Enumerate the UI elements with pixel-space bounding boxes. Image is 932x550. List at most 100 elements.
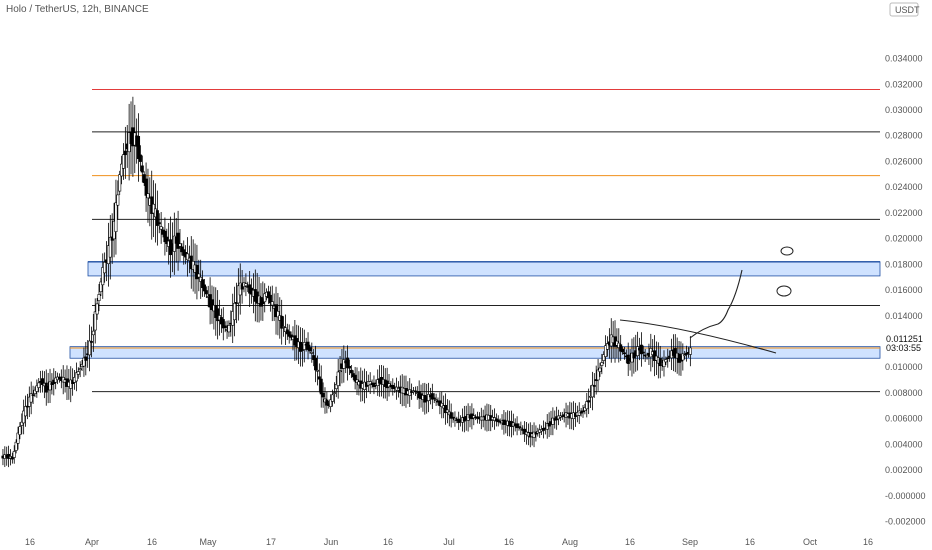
candle-body [621,348,625,353]
candle-body [685,352,689,355]
candle-body [142,174,146,184]
candle-body [20,421,24,426]
candle-body [137,136,141,160]
candle-body [118,174,122,192]
time-axis[interactable]: 16 Apr 16 May 17 Jun 16 Jul 16 Aug 16 Sep 16 Oct 16 [25,537,873,547]
candle-body [29,393,33,403]
currency-badge-label: USDT [895,5,920,15]
candle-body [16,432,20,444]
candle-body [202,284,206,292]
candle-body [334,384,338,390]
candle-body [163,230,167,243]
time-tick-label: 16 [383,537,393,547]
candle-body [204,290,208,295]
candle-body [221,319,225,329]
candle-body [432,397,436,400]
candle-body [263,293,267,303]
candle-body [22,410,26,424]
candle-body [10,456,14,460]
candle-body [645,354,649,358]
candle-body [523,428,527,435]
time-tick-label: 16 [504,537,514,547]
candle-body [519,427,523,430]
candle-body [662,359,666,368]
candle-body [604,345,608,357]
currency-badge[interactable]: USDT [889,2,920,17]
candle-body [444,404,448,414]
candle-body [176,232,180,249]
candle-body [84,356,88,361]
candle-body [101,267,105,286]
price-tick-label: 0.014000 [885,311,923,321]
candle-body [155,210,159,226]
candle-body [233,302,237,321]
candle-body [308,347,312,352]
candle-body [515,423,519,429]
candle-body [12,451,16,458]
candle-body [430,393,434,400]
candle-body [541,428,545,431]
candle-body [683,354,687,357]
price-tick-label: 0.034000 [885,54,923,64]
candle-body [596,369,600,381]
candle-body [302,342,306,350]
candle-body [14,441,18,451]
candle-body [276,310,280,318]
price-axis[interactable]: 0.034000 0.032000 0.030000 0.028000 0.026000… [885,54,926,527]
candle-body [210,299,214,310]
time-tick-label: 16 [625,537,635,547]
projection-path [689,269,743,339]
time-tick-label: 16 [25,537,35,547]
candle-body [266,291,270,299]
candle-body [653,350,657,361]
candle-body [355,379,359,383]
candle-body [312,355,316,361]
candle-body [108,236,112,258]
candle-body [449,412,453,419]
candle-body [681,353,685,361]
candle-body [451,416,455,419]
candle-body [605,343,609,350]
candle-body [641,351,645,354]
candle-body [144,178,148,196]
candle-body [622,352,626,355]
candle-body [551,417,555,425]
candle-body [74,372,78,382]
candle-body [585,401,589,410]
candle-body [329,399,333,407]
candle-body [197,273,201,278]
time-tick-label: Aug [562,537,578,547]
zone-1 [69,346,881,359]
candle-body [315,369,319,372]
candle-body [89,341,93,343]
price-tick-label: 0.002000 [885,465,923,475]
candle-body [195,264,199,280]
time-tick-label: May [199,537,217,547]
candle-body [82,357,86,367]
time-tick-label: 16 [745,537,755,547]
time-tick-label: 16 [863,537,873,547]
candle-body [186,253,190,261]
candle-body [216,308,220,322]
time-tick-label: Oct [803,537,818,547]
horizontal-levels [92,88,880,393]
candle-body [91,330,95,336]
candle-body [658,358,662,367]
candle-body [314,357,318,371]
candle-body [120,163,124,177]
candle-body [103,261,107,274]
candle-body [178,243,182,247]
price-tick-label: 0.016000 [885,285,923,295]
candle-body [319,378,323,395]
time-tick-label: Jul [443,537,455,547]
candle-body [453,418,457,421]
current-price-badge: 0.011251 03:03:55 [881,332,932,354]
support-resistance-zones [69,261,881,359]
price-tick-label: 0.022000 [885,208,923,218]
price-tick-label: 0.026000 [885,156,923,166]
candle-body [534,432,538,435]
candle-body [287,331,291,337]
candle-body [114,202,118,232]
price-tick-label: 0.006000 [885,414,923,424]
